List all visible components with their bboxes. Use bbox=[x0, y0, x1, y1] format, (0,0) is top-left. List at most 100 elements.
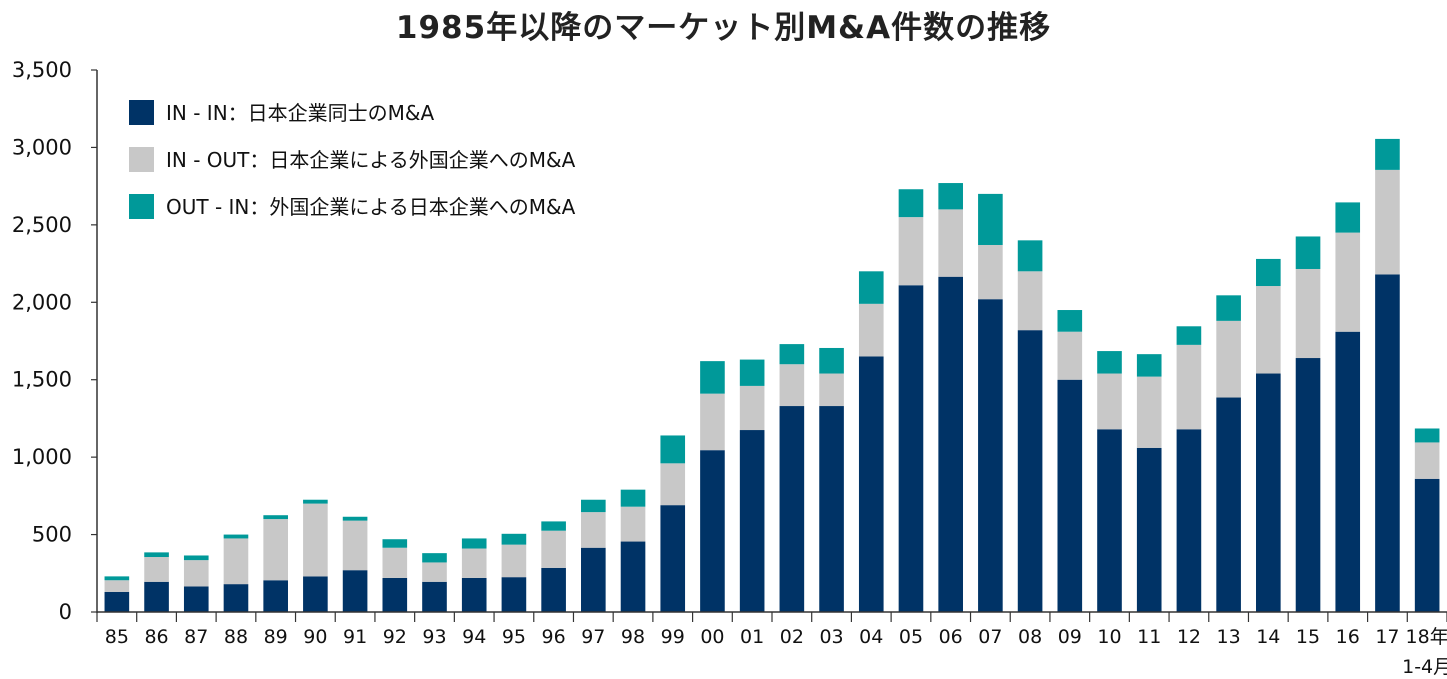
bar-segment-1-16 bbox=[739, 385, 765, 431]
bar-segment-2-9 bbox=[461, 538, 487, 549]
bar-segment-2-7 bbox=[382, 539, 408, 548]
bar-segment-2-31 bbox=[1335, 202, 1361, 233]
bar-segment-2-3 bbox=[223, 534, 249, 539]
bar-segment-0-24 bbox=[1057, 379, 1083, 612]
bar-segment-0-4 bbox=[263, 580, 288, 612]
bar-segment-1-19 bbox=[858, 303, 884, 357]
x-tick-label-21: 06 bbox=[939, 626, 963, 648]
x-tick-note: 1-4月 bbox=[1402, 656, 1447, 678]
bar-segment-2-25 bbox=[1097, 351, 1122, 374]
bar-segment-0-11 bbox=[541, 567, 566, 612]
bar-segment-0-27 bbox=[1176, 429, 1202, 612]
bar-segment-1-20 bbox=[898, 217, 924, 286]
legend-label-0: IN - IN：日本企業同士のM&A bbox=[166, 101, 435, 125]
bar-segment-2-22 bbox=[978, 193, 1003, 245]
bar-segment-1-26 bbox=[1136, 376, 1162, 448]
bar-segment-2-27 bbox=[1176, 326, 1202, 345]
bar-segment-2-32 bbox=[1375, 138, 1400, 170]
x-tick-label-15: 00 bbox=[700, 626, 724, 648]
legend-label-1: IN - OUT：日本企業による外国企業へのM&A bbox=[166, 148, 576, 172]
bar-segment-1-33 bbox=[1414, 442, 1440, 479]
bar-segment-0-2 bbox=[183, 586, 209, 612]
x-tick-label-9: 94 bbox=[462, 626, 486, 648]
x-tick-label-33: 18年 bbox=[1406, 626, 1447, 648]
bar-segment-2-13 bbox=[620, 489, 646, 507]
bar-segment-2-21 bbox=[938, 183, 963, 210]
bar-segment-1-10 bbox=[501, 544, 527, 578]
bar-segment-2-14 bbox=[660, 435, 686, 464]
x-tick-label-17: 02 bbox=[780, 626, 804, 648]
y-tick-label-2: 1,000 bbox=[12, 445, 72, 469]
bar-segment-2-23 bbox=[1017, 240, 1043, 272]
bar-segment-2-8 bbox=[422, 553, 447, 563]
bar-segment-2-11 bbox=[541, 521, 566, 531]
y-tick-label-3: 1,500 bbox=[12, 368, 72, 392]
bar-segment-1-21 bbox=[938, 209, 963, 277]
bar-segment-1-29 bbox=[1256, 286, 1281, 374]
x-tick-label-26: 11 bbox=[1137, 626, 1161, 648]
bar-segment-0-22 bbox=[978, 299, 1003, 612]
bar-segment-0-0 bbox=[104, 591, 130, 612]
bar-segment-1-23 bbox=[1017, 271, 1043, 331]
bar-segment-1-5 bbox=[303, 503, 328, 577]
bar-segment-1-1 bbox=[144, 557, 169, 582]
bar-segment-0-3 bbox=[223, 584, 249, 612]
bar-segment-0-17 bbox=[779, 406, 805, 612]
bar-segment-2-26 bbox=[1136, 354, 1162, 377]
bar-segment-1-6 bbox=[342, 520, 368, 571]
x-tick-label-23: 08 bbox=[1018, 626, 1042, 648]
x-tick-label-4: 89 bbox=[264, 626, 288, 648]
bar-segment-1-27 bbox=[1176, 344, 1202, 430]
x-tick-label-6: 91 bbox=[343, 626, 367, 648]
bar-segment-2-2 bbox=[183, 555, 209, 561]
bar-segment-1-7 bbox=[382, 547, 408, 578]
bar-segment-2-24 bbox=[1057, 310, 1083, 332]
bar-segment-0-26 bbox=[1136, 447, 1162, 612]
x-tick-label-16: 01 bbox=[740, 626, 764, 648]
y-tick-label-0: 0 bbox=[59, 600, 72, 624]
bar-segment-1-11 bbox=[541, 530, 566, 568]
x-tick-label-30: 15 bbox=[1296, 626, 1320, 648]
bar-segment-2-6 bbox=[342, 516, 368, 521]
x-tick-label-22: 07 bbox=[978, 626, 1002, 648]
bar-segment-0-12 bbox=[581, 547, 606, 612]
x-tick-label-14: 99 bbox=[661, 626, 685, 648]
bar-segment-0-31 bbox=[1335, 331, 1361, 612]
y-tick-label-1: 500 bbox=[32, 523, 72, 547]
bar-segment-2-10 bbox=[501, 533, 527, 545]
x-tick-label-19: 04 bbox=[859, 626, 883, 648]
bar-segment-0-29 bbox=[1256, 373, 1281, 612]
bar-segment-2-16 bbox=[739, 359, 765, 386]
bar-segment-1-18 bbox=[819, 373, 844, 407]
x-tick-label-0: 85 bbox=[105, 626, 129, 648]
bar-segment-1-28 bbox=[1216, 320, 1241, 398]
legend-swatch-0 bbox=[129, 100, 154, 125]
bar-segment-0-15 bbox=[700, 450, 725, 612]
bar-segment-0-33 bbox=[1414, 478, 1440, 612]
bar-segment-2-20 bbox=[898, 189, 924, 218]
bar-segment-0-7 bbox=[382, 577, 408, 612]
bar-segment-2-28 bbox=[1216, 295, 1241, 321]
bar-segment-0-25 bbox=[1097, 429, 1122, 612]
bar-segment-0-14 bbox=[660, 505, 686, 612]
legend: IN - IN：日本企業同士のM&A IN - OUT：日本企業による外国企業への… bbox=[129, 100, 576, 219]
x-tick-label-32: 17 bbox=[1375, 626, 1399, 648]
bar-segment-2-17 bbox=[779, 344, 805, 365]
x-tick-label-10: 95 bbox=[502, 626, 526, 648]
x-tick-label-8: 93 bbox=[422, 626, 446, 648]
y-tick-label-5: 2,500 bbox=[12, 213, 72, 237]
x-tick-label-18: 03 bbox=[819, 626, 843, 648]
bar-segment-1-13 bbox=[620, 506, 646, 542]
x-tick-label-1: 86 bbox=[144, 626, 168, 648]
x-tick-label-31: 16 bbox=[1336, 626, 1360, 648]
bars-layer bbox=[104, 138, 1440, 612]
bar-segment-2-33 bbox=[1414, 428, 1440, 443]
x-tick-label-25: 10 bbox=[1097, 626, 1121, 648]
legend-swatch-1 bbox=[129, 147, 154, 172]
bar-segment-1-4 bbox=[263, 519, 288, 581]
x-tick-label-7: 92 bbox=[383, 626, 407, 648]
chart-title: 1985年以降のマーケット別M&A件数の推移 bbox=[395, 10, 1052, 46]
bar-segment-1-30 bbox=[1295, 268, 1321, 359]
